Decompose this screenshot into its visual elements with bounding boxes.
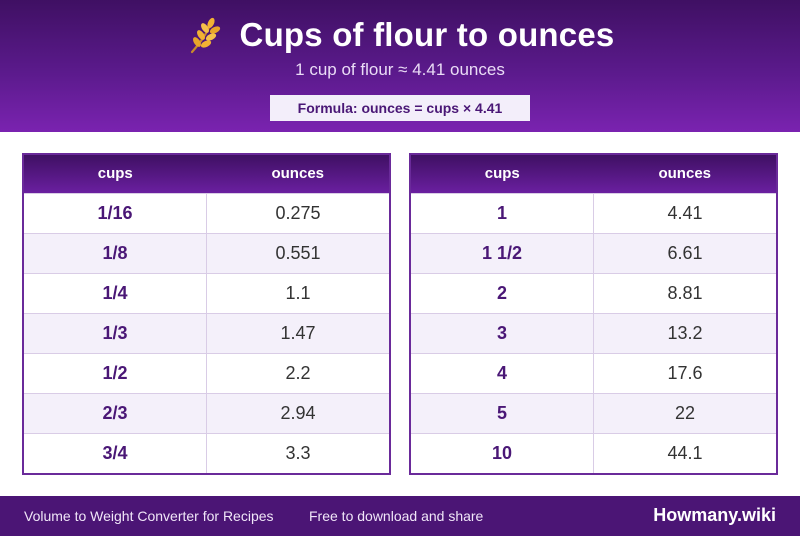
table-row: 1 1/2 6.61 — [411, 232, 776, 273]
ounces-cell: 1.47 — [206, 312, 389, 353]
column-header-cups: cups — [411, 155, 594, 193]
ounces-cell: 13.2 — [593, 312, 776, 353]
table-row: 1/3 1.47 — [24, 312, 389, 353]
ounces-cell: 0.275 — [206, 192, 389, 233]
ounces-cell: 0.551 — [206, 232, 389, 273]
column-header-ounces: ounces — [206, 155, 389, 193]
page-subtitle: 1 cup of flour ≈ 4.41 ounces — [295, 60, 505, 79]
column-header-ounces: ounces — [593, 155, 776, 193]
table-row: 1/16 0.275 — [24, 192, 389, 233]
header-banner: Cups of flour to ounces 1 cup of flour ≈… — [0, 0, 800, 132]
ounces-cell: 17.6 — [593, 352, 776, 393]
table-row: 3/4 3.3 — [24, 432, 389, 473]
formula-box: Formula: ounces = cups × 4.41 — [270, 95, 530, 121]
conversion-table-left: cups ounces 1/16 0.275 1/8 0.551 1/4 1.1… — [22, 153, 391, 475]
page-title: Cups of flour to ounces — [239, 16, 615, 53]
cups-cell: 5 — [411, 392, 594, 433]
footer-converter-title: Volume to Weight Converter for Recipes — [24, 508, 274, 524]
cups-cell: 1/4 — [24, 272, 207, 313]
ounces-cell: 44.1 — [593, 432, 776, 473]
ounces-cell: 22 — [593, 392, 776, 433]
footer-bar: Volume to Weight Converter for Recipes F… — [0, 496, 800, 536]
table-row: 2 8.81 — [411, 272, 776, 313]
table-row: 5 22 — [411, 392, 776, 433]
cups-cell: 1/8 — [24, 232, 207, 273]
column-header-cups: cups — [24, 155, 207, 193]
ounces-cell: 4.41 — [593, 192, 776, 233]
ounces-cell: 6.61 — [593, 232, 776, 273]
cups-cell: 1 — [411, 192, 594, 233]
cups-cell: 1 1/2 — [411, 232, 594, 273]
cups-cell: 1/3 — [24, 312, 207, 353]
footer-share-note: Free to download and share — [309, 508, 484, 524]
table-row: 4 17.6 — [411, 352, 776, 393]
table-row: 1/8 0.551 — [24, 232, 389, 273]
ounces-cell: 8.81 — [593, 272, 776, 313]
wheat-icon — [190, 17, 220, 54]
footer-brand-logo[interactable]: Howmany.wiki — [653, 505, 776, 525]
cups-cell: 2 — [411, 272, 594, 313]
ounces-cell: 1.1 — [206, 272, 389, 313]
cups-cell: 1/2 — [24, 352, 207, 393]
table-row: 1/4 1.1 — [24, 272, 389, 313]
table-row: 3 13.2 — [411, 312, 776, 353]
title-row: Cups of flour to ounces — [0, 14, 800, 56]
cups-cell: 3 — [411, 312, 594, 353]
cups-cell: 2/3 — [24, 392, 207, 433]
cups-cell: 10 — [411, 432, 594, 473]
cups-cell: 3/4 — [24, 432, 207, 473]
table-row: 1/2 2.2 — [24, 352, 389, 393]
table-row: 1 4.41 — [411, 192, 776, 233]
ounces-cell: 2.2 — [206, 352, 389, 393]
cups-cell: 1/16 — [24, 192, 207, 233]
table-row: 10 44.1 — [411, 432, 776, 473]
ounces-cell: 3.3 — [206, 432, 389, 473]
table-row: 2/3 2.94 — [24, 392, 389, 433]
conversion-table-right: cups ounces 1 4.41 1 1/2 6.61 2 8.81 3 1… — [409, 153, 778, 475]
ounces-cell: 2.94 — [206, 392, 389, 433]
cups-cell: 4 — [411, 352, 594, 393]
